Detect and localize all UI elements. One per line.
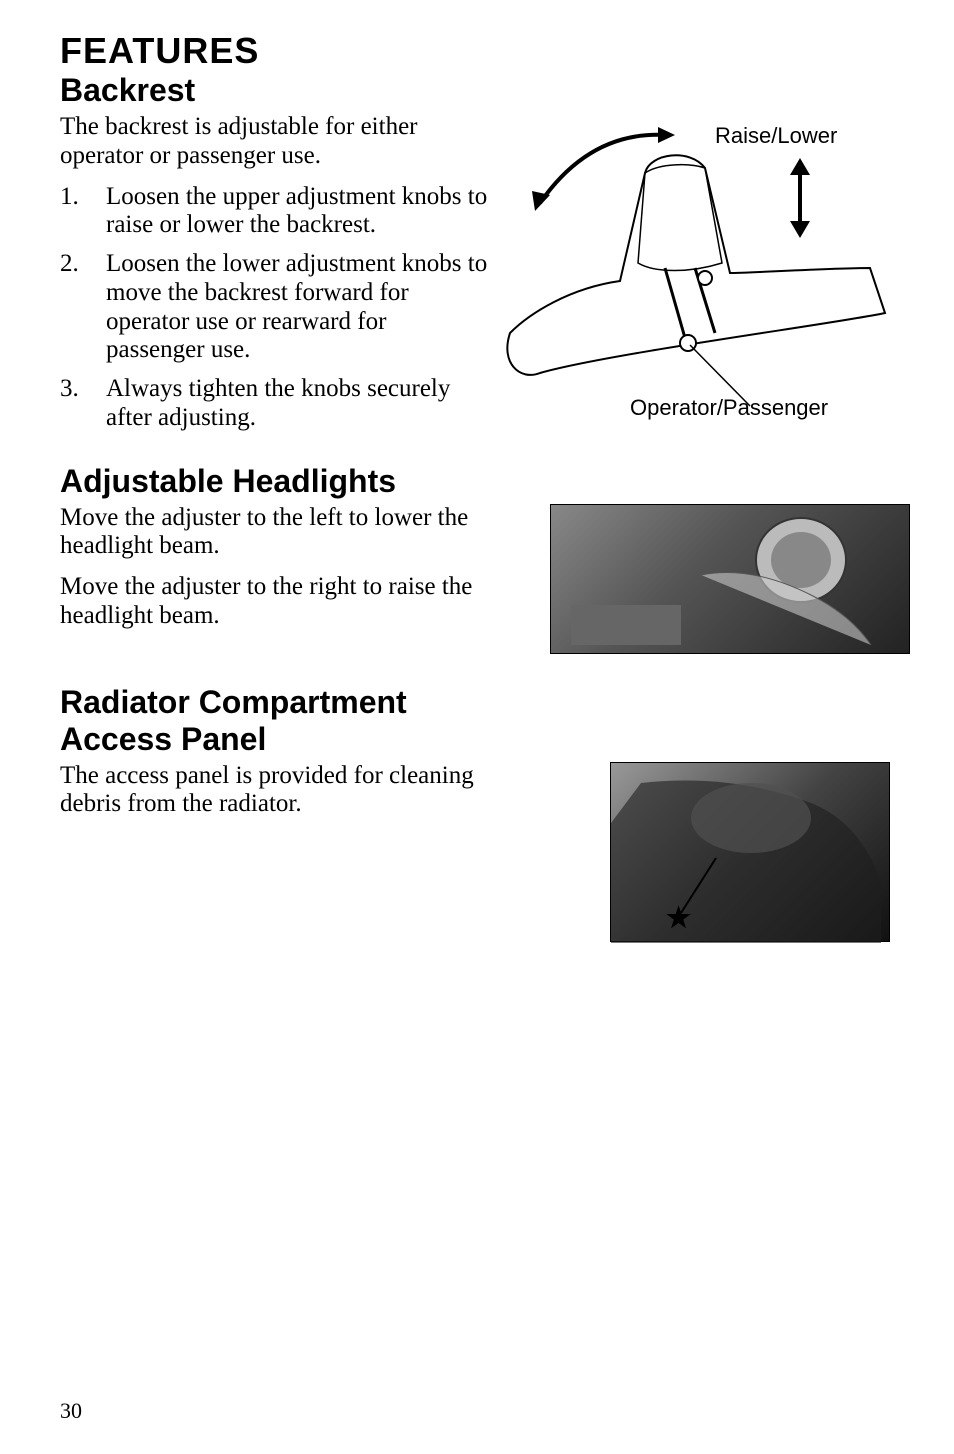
backrest-diagram-column: Raise/Lower Operator/Passenger — [490, 113, 894, 443]
list-item: 2. Loosen the lower adjustment knobs to … — [60, 250, 490, 365]
backrest-diagram-svg — [490, 113, 910, 423]
star-marker-icon: ★ — [666, 901, 691, 935]
list-item: 3. Always tighten the knobs securely aft… — [60, 375, 490, 433]
step-text: Loosen the lower adjustment knobs to mov… — [106, 250, 490, 365]
backrest-heading: Backrest — [60, 72, 894, 109]
headlights-photo — [550, 504, 910, 654]
list-item: 1. Loosen the upper adjustment knobs to … — [60, 183, 490, 241]
backrest-steps-list: 1. Loosen the upper adjustment knobs to … — [60, 183, 490, 433]
headlights-section: Move the adjuster to the left to lower t… — [60, 504, 894, 654]
step-number: 2. — [60, 250, 106, 365]
step-text: Always tighten the knobs securely after … — [106, 375, 490, 433]
headlights-photo-overlay — [551, 505, 911, 655]
radiator-heading-block: Radiator Compartment Access Panel — [60, 684, 894, 758]
radiator-heading-line2: Access Panel — [60, 721, 894, 758]
headlights-photo-column — [550, 504, 910, 654]
backrest-section: The backrest is adjustable for either op… — [60, 113, 894, 443]
main-heading: FEATURES — [60, 30, 894, 72]
page-heading-block: FEATURES Backrest — [60, 30, 894, 109]
step-number: 3. — [60, 375, 106, 433]
radiator-para: The access panel is provided for cleanin… — [60, 762, 530, 820]
knob-upper — [698, 271, 712, 285]
warning-label-shape — [571, 605, 681, 645]
raise-lower-arrow-down — [790, 221, 810, 238]
page-number: 30 — [60, 1398, 82, 1424]
radiator-photo-column: ★ — [550, 762, 894, 942]
raise-lower-arrow-up — [790, 158, 810, 175]
radiator-photo: ★ — [610, 762, 890, 942]
backrest-bar-1 — [665, 268, 685, 338]
curve-arrow-head-right — [658, 127, 675, 143]
headlights-text-column: Move the adjuster to the left to lower t… — [60, 504, 550, 654]
backrest-text-column: The backrest is adjustable for either op… — [60, 113, 490, 443]
radiator-section: The access panel is provided for cleanin… — [60, 762, 894, 942]
gauge-inner — [771, 532, 831, 588]
backrest-intro: The backrest is adjustable for either op… — [60, 113, 490, 171]
step-number: 1. — [60, 183, 106, 241]
headlights-heading: Adjustable Headlights — [60, 463, 894, 500]
vent-shape — [691, 783, 811, 853]
radiator-text-column: The access panel is provided for cleanin… — [60, 762, 550, 942]
headlights-para2: Move the adjuster to the right to raise … — [60, 573, 530, 631]
step-text: Loosen the upper adjustment knobs to rai… — [106, 183, 490, 241]
radiator-photo-overlay — [611, 763, 891, 943]
operator-passenger-label: Operator/Passenger — [630, 395, 828, 421]
radiator-heading-line1: Radiator Compartment — [60, 684, 894, 721]
backrest-pad — [638, 165, 722, 271]
raise-lower-label: Raise/Lower — [715, 123, 837, 149]
headlights-para1: Move the adjuster to the left to lower t… — [60, 504, 530, 562]
